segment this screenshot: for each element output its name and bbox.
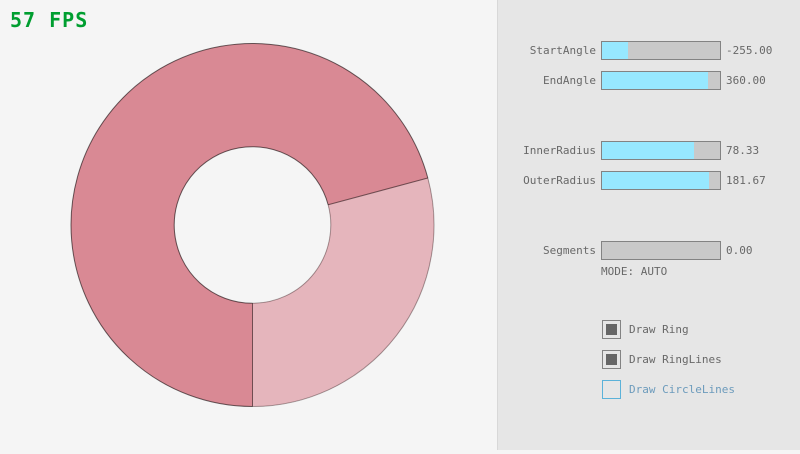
segments-value: 0.00	[726, 244, 753, 257]
fps-counter: 57 FPS	[10, 8, 89, 32]
outer-radius-value: 181.67	[726, 174, 766, 187]
ring-lines-light-arcs	[252, 177, 435, 407]
ring-chart	[70, 43, 435, 407]
slider-fill	[602, 172, 710, 189]
outer-radius-slider[interactable]	[601, 171, 721, 190]
checkbox-box-icon[interactable]	[602, 320, 621, 339]
segments-mode-label: MODE: AUTO	[601, 265, 668, 278]
inner-radius-label: InnerRadius	[523, 144, 596, 157]
end-angle-value: 360.00	[726, 74, 766, 87]
checkbox-label: Draw RingLines	[629, 353, 722, 366]
checkbox-label: Draw Ring	[629, 323, 689, 336]
checkbox-box-icon[interactable]	[602, 350, 621, 369]
control-panel: StartAngle -255.00 EndAngle 360.00 Inner…	[497, 0, 800, 450]
end-angle-label: EndAngle	[543, 74, 596, 87]
draw-circlelines-checkbox[interactable]: Draw CircleLines	[602, 380, 735, 399]
draw-ringlines-checkbox[interactable]: Draw RingLines	[602, 350, 722, 369]
ring-lines-dark-arcs	[70, 43, 429, 407]
segments-label: Segments	[543, 244, 596, 257]
slider-fill	[602, 72, 709, 89]
slider-fill	[602, 142, 695, 159]
checkbox-label: Draw CircleLines	[629, 383, 735, 396]
draw-ring-checkbox[interactable]: Draw Ring	[602, 320, 689, 339]
end-angle-slider[interactable]	[601, 71, 721, 90]
checkbox-box-icon[interactable]	[602, 380, 621, 399]
inner-radius-slider[interactable]	[601, 141, 721, 160]
start-angle-label: StartAngle	[529, 44, 596, 57]
outer-radius-label: OuterRadius	[523, 174, 596, 187]
inner-radius-value: 78.33	[726, 144, 760, 157]
ring-light-region	[252, 178, 435, 407]
ring-radial-lines	[252, 177, 428, 407]
segments-slider[interactable]	[601, 241, 721, 260]
draw-canvas: 57 FPS	[10, 8, 435, 407]
slider-fill	[602, 42, 628, 59]
start-angle-slider[interactable]	[601, 41, 721, 60]
start-angle-value: -255.00	[726, 44, 773, 57]
